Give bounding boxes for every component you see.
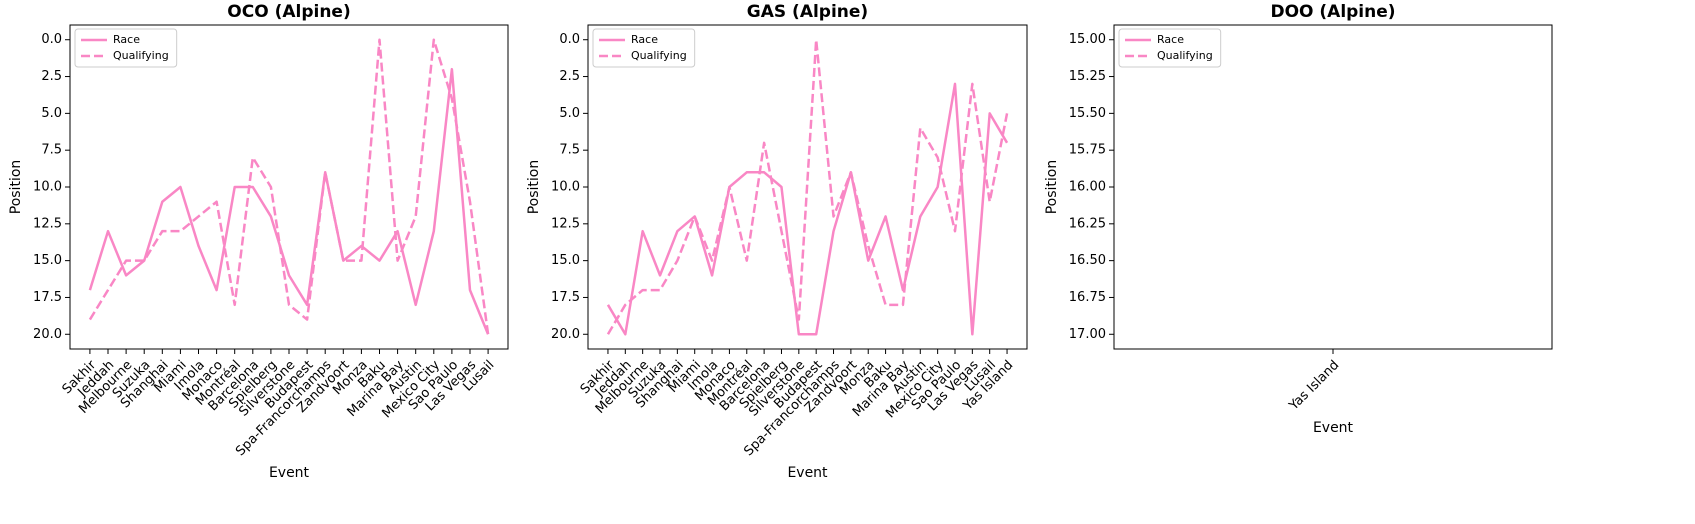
y-tick-label: 15.25 [1069, 69, 1106, 84]
y-tick-label: 10.0 [33, 180, 62, 195]
legend-label: Qualifying [1157, 49, 1213, 62]
legend-label: Race [631, 33, 658, 46]
y-tick-label: 16.75 [1069, 290, 1106, 305]
legend-label: Qualifying [113, 49, 169, 62]
plot-frame [69, 24, 509, 350]
y-tick-label: 16.25 [1069, 216, 1106, 231]
y-tick-label: 0.0 [559, 32, 580, 47]
legend: Race Qualifying [74, 28, 178, 68]
y-tick-label: 12.5 [33, 216, 62, 231]
y-tick-label: 16.50 [1069, 253, 1106, 268]
subplot-title: OCO (Alpine) [227, 2, 350, 22]
series-line [606, 82, 1009, 336]
y-axis-label: Position [1044, 160, 1060, 215]
series-line [88, 38, 490, 335]
legend: Race Qualifying [1118, 28, 1222, 68]
y-tick-label: 15.00 [1069, 32, 1106, 47]
y-tick-label: 0.0 [41, 32, 62, 47]
y-tick-label: 15.75 [1069, 143, 1106, 158]
subplot-title: DOO (Alpine) [1270, 2, 1395, 22]
x-axis-label: Event [1313, 420, 1354, 436]
legend-box [1118, 28, 1222, 68]
legend-label: Qualifying [631, 49, 687, 62]
y-tick-label: 5.0 [41, 106, 62, 121]
y-tick-label: 16.00 [1069, 180, 1106, 195]
y-tick-label: 7.5 [559, 143, 580, 158]
y-tick-label: 15.50 [1069, 106, 1106, 121]
plot-frame [1113, 24, 1553, 350]
y-axis-label: Position [8, 160, 24, 215]
y-tick-label: 17.5 [33, 290, 62, 305]
y-tick-label: 12.5 [551, 216, 580, 231]
x-axis-label: Event [269, 465, 310, 481]
y-tick-label: 5.0 [559, 106, 580, 121]
y-tick-label: 2.5 [559, 69, 580, 84]
y-tick-label: 15.0 [551, 253, 580, 268]
y-tick-label: 20.0 [33, 327, 62, 342]
y-tick-label: 2.5 [41, 69, 62, 84]
legend-label: Race [113, 33, 140, 46]
legend-box [592, 28, 696, 68]
subplot-title: GAS (Alpine) [747, 2, 868, 22]
legend: Race Qualifying [592, 28, 696, 68]
y-tick-label: 15.0 [33, 253, 62, 268]
plot-frame [587, 24, 1028, 350]
series-line [606, 38, 1009, 335]
x-axis-label: Event [787, 465, 828, 481]
y-tick-label: 20.0 [551, 327, 580, 342]
y-tick-label: 17.5 [551, 290, 580, 305]
series-line [88, 67, 490, 335]
y-tick-label: 7.5 [41, 143, 62, 158]
x-tick-label: Yas Island [1286, 358, 1342, 414]
legend-label: Race [1157, 33, 1184, 46]
y-tick-label: 17.00 [1069, 327, 1106, 342]
y-tick-label: 10.0 [551, 180, 580, 195]
y-axis-label: Position [526, 160, 542, 215]
legend-box [74, 28, 178, 68]
